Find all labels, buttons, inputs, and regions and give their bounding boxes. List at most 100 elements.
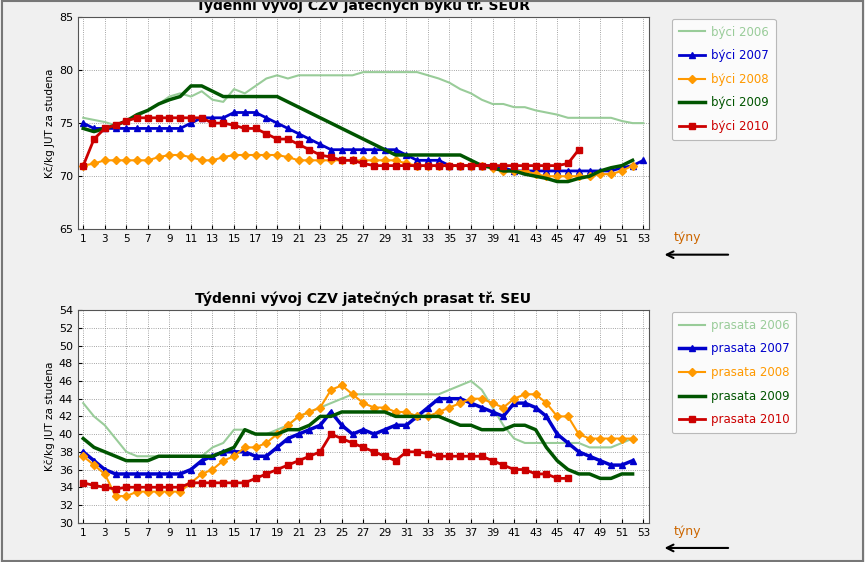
prasata 2010 <box>348 439 358 446</box>
prasata 2010 <box>250 475 260 482</box>
býci 2010 <box>196 115 207 121</box>
býci 2010 <box>78 162 88 169</box>
Line: býci 2008: býci 2008 <box>80 152 636 179</box>
býci 2006 <box>466 90 477 97</box>
prasata 2008 <box>433 409 444 415</box>
prasata 2010 <box>433 453 444 460</box>
prasata 2008 <box>111 493 121 500</box>
býci 2010 <box>541 162 552 169</box>
prasata 2007 <box>627 457 638 464</box>
prasata 2009 <box>595 475 606 482</box>
býci 2010 <box>358 160 368 167</box>
býci 2009 <box>186 83 196 89</box>
býci 2010 <box>283 135 293 142</box>
býci 2010 <box>336 157 347 164</box>
býci 2009 <box>445 152 455 158</box>
Text: týny: týny <box>674 232 702 244</box>
býci 2010 <box>131 115 142 121</box>
býci 2010 <box>348 157 358 164</box>
býci 2008 <box>164 152 175 158</box>
prasata 2010 <box>541 470 552 477</box>
býci 2008 <box>348 157 358 164</box>
prasata 2008 <box>78 453 88 460</box>
Title: Týdenni vývoj CZV jatečných prasat tř. SEU: Týdenni vývoj CZV jatečných prasat tř. S… <box>195 292 531 306</box>
prasata 2007 <box>423 404 433 411</box>
prasata 2009 <box>121 457 131 464</box>
býci 2007 <box>240 109 250 116</box>
prasata 2010 <box>143 484 153 491</box>
býci 2010 <box>530 162 541 169</box>
prasata 2006 <box>283 422 293 429</box>
prasata 2010 <box>368 448 379 455</box>
Line: prasata 2008: prasata 2008 <box>80 383 636 499</box>
Line: býci 2010: býci 2010 <box>80 114 582 169</box>
býci 2006 <box>423 72 433 79</box>
býci 2008 <box>283 154 293 161</box>
býci 2009 <box>283 98 293 105</box>
prasata 2006 <box>380 391 390 398</box>
prasata 2010 <box>229 479 240 486</box>
býci 2010 <box>563 160 573 167</box>
býci 2008 <box>627 162 638 169</box>
prasata 2010 <box>466 453 477 460</box>
prasata 2006 <box>78 400 88 406</box>
prasata 2010 <box>552 475 562 482</box>
prasata 2010 <box>111 486 121 492</box>
býci 2010 <box>175 115 185 121</box>
prasata 2010 <box>455 453 465 460</box>
býci 2010 <box>229 122 240 129</box>
býci 2010 <box>208 120 218 126</box>
býci 2007 <box>455 162 465 169</box>
býci 2006 <box>455 86 465 93</box>
býci 2010 <box>423 162 433 169</box>
prasata 2007 <box>131 470 142 477</box>
prasata 2010 <box>99 484 110 491</box>
prasata 2010 <box>445 453 455 460</box>
býci 2010 <box>380 162 390 169</box>
prasata 2010 <box>336 435 347 442</box>
býci 2009 <box>348 130 358 137</box>
Line: prasata 2009: prasata 2009 <box>83 412 632 478</box>
býci 2010 <box>433 162 444 169</box>
Y-axis label: Kč/kg JUT za studena: Kč/kg JUT za studena <box>44 362 54 471</box>
býci 2008 <box>541 173 552 180</box>
prasata 2010 <box>131 484 142 491</box>
Text: týny: týny <box>674 524 702 538</box>
býci 2010 <box>111 122 121 129</box>
prasata 2006 <box>131 453 142 460</box>
prasata 2009 <box>78 435 88 442</box>
Title: Týdenni vývoj CZV jatečných býků tř. SEUR: Týdenni vývoj CZV jatečných býků tř. SEU… <box>196 0 530 13</box>
býci 2007 <box>78 120 88 126</box>
prasata 2009 <box>348 409 358 415</box>
prasata 2006 <box>627 435 638 442</box>
býci 2010 <box>326 154 336 161</box>
prasata 2008 <box>336 382 347 389</box>
býci 2007 <box>412 157 422 164</box>
prasata 2008 <box>358 400 368 406</box>
prasata 2010 <box>401 448 412 455</box>
prasata 2010 <box>423 450 433 457</box>
prasata 2010 <box>477 453 487 460</box>
býci 2010 <box>573 146 584 153</box>
Line: prasata 2006: prasata 2006 <box>83 381 632 456</box>
prasata 2010 <box>164 484 175 491</box>
prasata 2007 <box>78 448 88 455</box>
býci 2010 <box>121 117 131 124</box>
býci 2008 <box>445 162 455 169</box>
prasata 2010 <box>530 470 541 477</box>
Legend: býci 2006, býci 2007, býci 2008, býci 2009, býci 2010: býci 2006, býci 2007, býci 2008, býci 20… <box>672 19 776 140</box>
prasata 2009 <box>380 409 390 415</box>
prasata 2010 <box>563 475 573 482</box>
býci 2010 <box>240 125 250 132</box>
býci 2010 <box>293 141 304 148</box>
prasata 2010 <box>208 479 218 486</box>
prasata 2010 <box>153 484 163 491</box>
prasata 2010 <box>89 482 99 489</box>
býci 2006 <box>240 90 250 97</box>
býci 2010 <box>315 152 325 158</box>
prasata 2007 <box>433 395 444 402</box>
prasata 2010 <box>498 462 509 469</box>
býci 2010 <box>390 162 400 169</box>
býci 2008 <box>380 157 390 164</box>
býci 2010 <box>261 130 272 137</box>
